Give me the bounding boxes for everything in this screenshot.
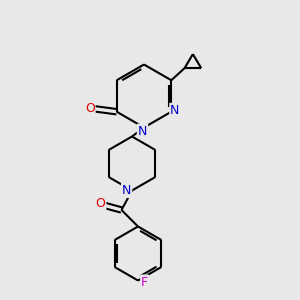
Text: F: F xyxy=(141,275,148,289)
Text: O: O xyxy=(85,102,95,115)
Text: O: O xyxy=(96,196,105,210)
Text: N: N xyxy=(138,124,147,138)
Text: N: N xyxy=(122,184,131,197)
Text: N: N xyxy=(170,104,180,117)
